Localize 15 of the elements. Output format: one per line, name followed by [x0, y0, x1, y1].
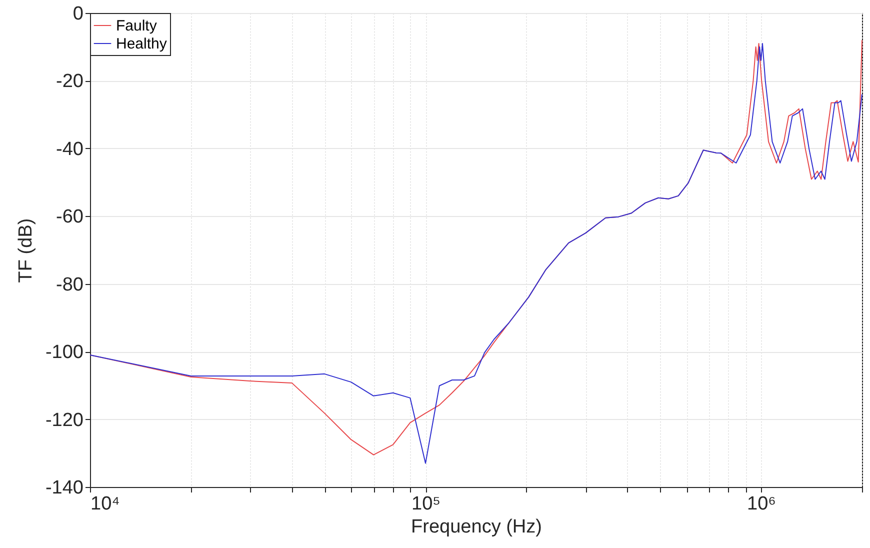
- legend-label: Faulty: [116, 18, 158, 34]
- y-axis-title: TF (dB): [15, 218, 36, 283]
- x-tick-label: 10⁴: [90, 494, 120, 514]
- y-tick-label: -120: [45, 410, 84, 431]
- x-tick-label: 10⁵: [411, 494, 441, 514]
- x-axis-title: Frequency (Hz): [411, 516, 542, 538]
- y-tick-label: -100: [45, 342, 84, 364]
- legend-label: Healthy: [116, 36, 168, 52]
- y-tick-label: -40: [56, 138, 84, 160]
- y-tick-label: -80: [56, 274, 84, 296]
- y-tick-label: -140: [45, 478, 84, 498]
- x-tick-label: 10⁶: [747, 494, 776, 514]
- y-tick-label: -20: [56, 71, 84, 92]
- y-tick-label: -60: [56, 206, 84, 228]
- y-tick-label: 0: [72, 4, 84, 24]
